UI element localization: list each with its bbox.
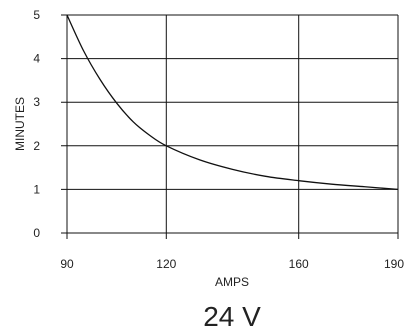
x-tick-label-160: 160: [289, 257, 309, 271]
y-tick-label-2: 2: [33, 139, 40, 153]
y-tick-label-3: 3: [33, 95, 40, 109]
series: [66, 14, 399, 191]
y-tick-label-5: 5: [33, 8, 40, 22]
x-tick-label-120: 120: [156, 257, 176, 271]
y-axis-label: MINUTES: [13, 97, 27, 151]
y-tick-label-0: 0: [33, 226, 40, 240]
y-tick-label-1: 1: [33, 182, 40, 196]
y-tick-labels: 0 1 2 3 4 5: [33, 8, 40, 240]
y-tick-label-4: 4: [33, 52, 40, 66]
x-tick-label-90: 90: [60, 257, 74, 271]
chart-caption: 24 V: [203, 301, 261, 332]
grid: [61, 14, 399, 239]
series-line-0: [66, 14, 399, 191]
x-tick-labels: 90 120 160 190: [60, 257, 404, 271]
x-tick-label-190: 190: [384, 257, 404, 271]
x-axis-label: AMPS: [215, 275, 249, 289]
